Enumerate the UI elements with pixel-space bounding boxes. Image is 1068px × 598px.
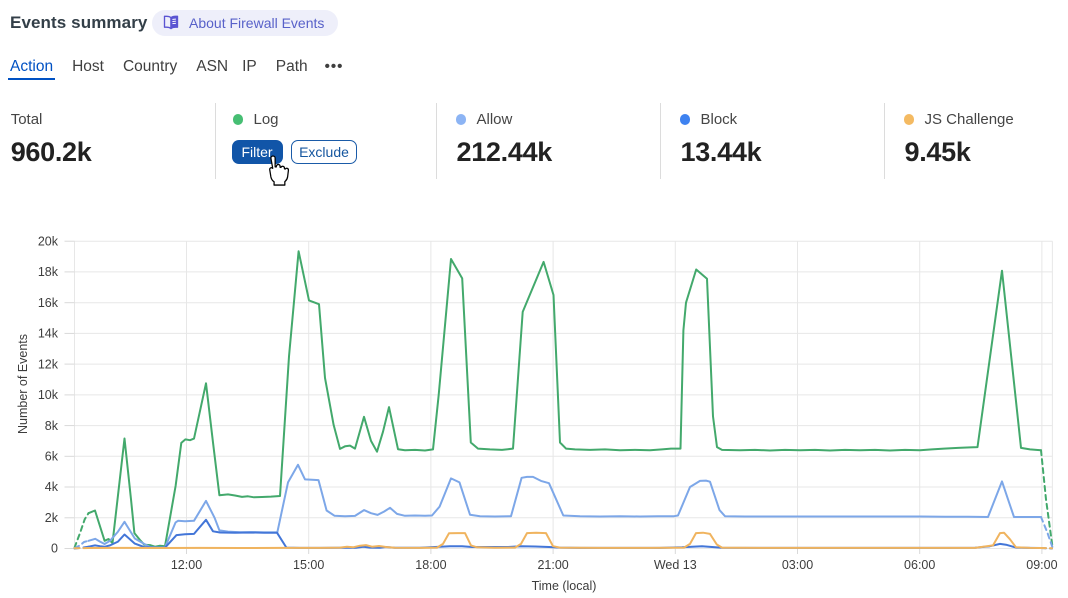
svg-text:6k: 6k [45,450,59,464]
svg-text:21:00: 21:00 [537,558,568,572]
svg-text:14k: 14k [38,327,59,341]
svg-text:0: 0 [51,542,58,556]
svg-text:2k: 2k [45,511,59,525]
svg-text:18k: 18k [38,265,59,279]
svg-text:8k: 8k [45,419,59,433]
svg-text:06:00: 06:00 [904,558,935,572]
svg-text:Wed 13: Wed 13 [654,558,697,572]
svg-text:15:00: 15:00 [293,558,324,572]
svg-text:20k: 20k [38,234,59,248]
svg-text:03:00: 03:00 [782,558,813,572]
svg-text:12:00: 12:00 [171,558,202,572]
svg-text:18:00: 18:00 [415,558,446,572]
svg-text:10k: 10k [38,388,59,402]
svg-text:12k: 12k [38,357,59,371]
svg-text:09:00: 09:00 [1026,558,1057,572]
svg-text:16k: 16k [38,296,59,310]
svg-text:Number of Events: Number of Events [16,334,30,434]
svg-text:4k: 4k [45,480,59,494]
svg-text:Time (local): Time (local) [532,579,597,593]
